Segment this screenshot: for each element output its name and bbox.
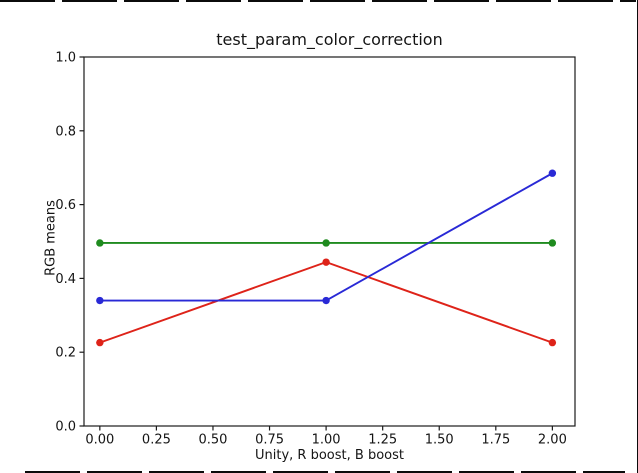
x-tick-label: 1.50: [425, 433, 454, 448]
y-tick-label: 1.0: [55, 51, 76, 66]
x-tick-label: 0.50: [198, 433, 227, 448]
series-marker-blue-channel-mean: [96, 296, 104, 305]
series-marker-blue-channel-mean: [322, 296, 330, 305]
series-marker-red-channel-mean: [548, 338, 557, 347]
series-marker-red-channel-mean: [96, 338, 104, 347]
series-line-blue-channel-mean: [98, 172, 554, 302]
y-tick-label: 0.0: [55, 420, 76, 435]
frame-artifact-top: [0, 0, 636, 2]
series-marker-green-channel-mean: [322, 239, 330, 247]
series-marker-green-channel-mean: [548, 239, 557, 247]
y-tick-label: 0.6: [55, 198, 76, 213]
frame-artifact-bottom: [25, 471, 625, 473]
axes-frame: [83, 56, 576, 427]
x-tick-label: 1.25: [368, 433, 397, 448]
x-tick-label: 2.00: [538, 433, 567, 448]
x-tick-label: 1.75: [481, 433, 510, 448]
y-tick-label: 0.4: [55, 272, 76, 287]
x-axis-label: Unity, R boost, B boost: [255, 448, 404, 463]
x-tick-label: 1.00: [312, 433, 341, 448]
x-tick-label: 0.75: [255, 433, 284, 448]
series-marker-red-channel-mean: [322, 258, 330, 266]
x-tick-label: 0.00: [85, 433, 114, 448]
series-marker-green-channel-mean: [96, 239, 104, 247]
y-tick-label: 0.8: [55, 124, 76, 139]
frame-artifact-right: [636, 0, 638, 473]
y-tick-label: 0.2: [55, 346, 76, 361]
x-tick-label: 0.25: [142, 433, 171, 448]
series-marker-blue-channel-mean: [548, 169, 557, 177]
chart-title: test_param_color_correction: [216, 30, 443, 49]
